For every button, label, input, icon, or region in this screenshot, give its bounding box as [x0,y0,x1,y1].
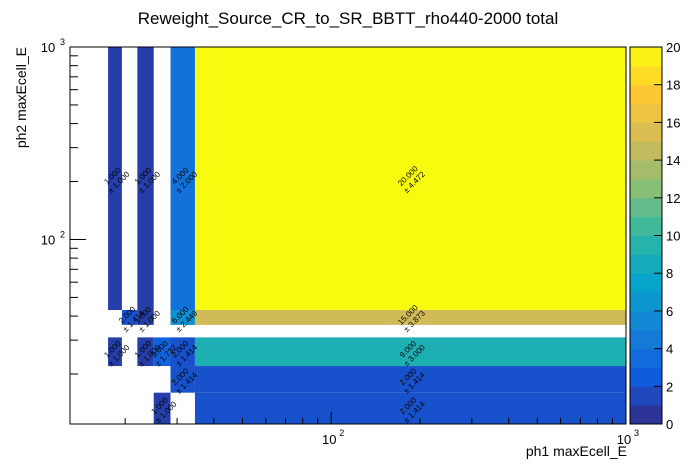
heatmap-cell [194,47,627,311]
x-axis-label: ph1 maxEcell_E [526,443,627,459]
heatmap-cell [170,47,195,311]
y-axis: 10 2 10 3 [41,37,86,375]
x-tick-exponent: 2 [339,428,344,438]
y-tick-exponent: 3 [60,37,65,47]
x-tick-label: 10 [322,432,336,447]
heatmap-cell [108,47,122,311]
z-tick-label: 0 [666,417,673,432]
z-tick-label: 18 [666,78,680,93]
heatmap-cell [194,366,627,393]
color-scale-band [630,367,662,387]
color-scale-band [630,216,662,236]
heatmap-cell [153,392,171,424]
heatmap-cell [170,366,195,393]
x-tick-label: 10 [617,432,631,447]
color-scale-band [630,160,662,180]
color-scale-bar: 0 2 4 6 8 10 12 14 16 18 20 [629,40,680,432]
heatmap-cells [108,47,627,424]
color-scale-band [630,254,662,274]
heatmap-cell [194,392,627,424]
color-scale-band [630,292,662,312]
y-tick-exponent: 2 [60,229,65,239]
color-scale-band [630,405,662,425]
color-scale-band [630,65,662,86]
color-scale-band [630,329,662,350]
z-tick-label: 20 [666,40,680,55]
heatmap-cell [121,310,138,325]
z-tick-label: 2 [666,379,673,394]
color-scale-band [630,348,662,368]
y-axis-label: ph2 maxEcell_E [13,47,29,148]
z-tick-label: 12 [666,191,680,206]
x-tick-exponent: 3 [634,428,639,438]
color-scale-band [630,47,662,67]
z-tick-label: 14 [666,153,680,168]
heatmap-cell [153,337,171,367]
color-scale-band [630,310,662,331]
color-scale-band [630,386,662,406]
color-scale-band [630,235,662,255]
z-tick-label: 8 [666,266,673,281]
heatmap-cell [170,337,195,367]
color-scale-band [630,197,662,218]
color-scale-band [630,122,662,142]
heatmap-cell [137,47,154,311]
heatmap-cell [137,337,154,367]
z-tick-label: 16 [666,115,680,130]
color-scale-band [630,84,662,105]
y-tick-label: 10 [41,232,55,247]
z-tick-label: 4 [666,342,673,357]
z-tick-label: 10 [666,229,680,244]
heatmap-cell [194,337,627,367]
heatmap-cell [137,310,154,325]
color-scale-band [630,141,662,161]
color-scale-band [630,273,662,293]
heatmap-cell [170,310,195,325]
heatmap-cell [194,310,627,325]
x-axis: 10 2 10 3 [124,412,639,447]
color-scale-band [630,103,662,123]
heatmap-cell [108,337,122,367]
plot-frame [69,46,627,425]
chart-title: Reweight_Source_CR_to_SR_BBTT_rho440-200… [138,9,559,28]
color-scale-band [630,178,662,199]
y-tick-label: 10 [41,40,55,55]
z-tick-label: 6 [666,304,673,319]
